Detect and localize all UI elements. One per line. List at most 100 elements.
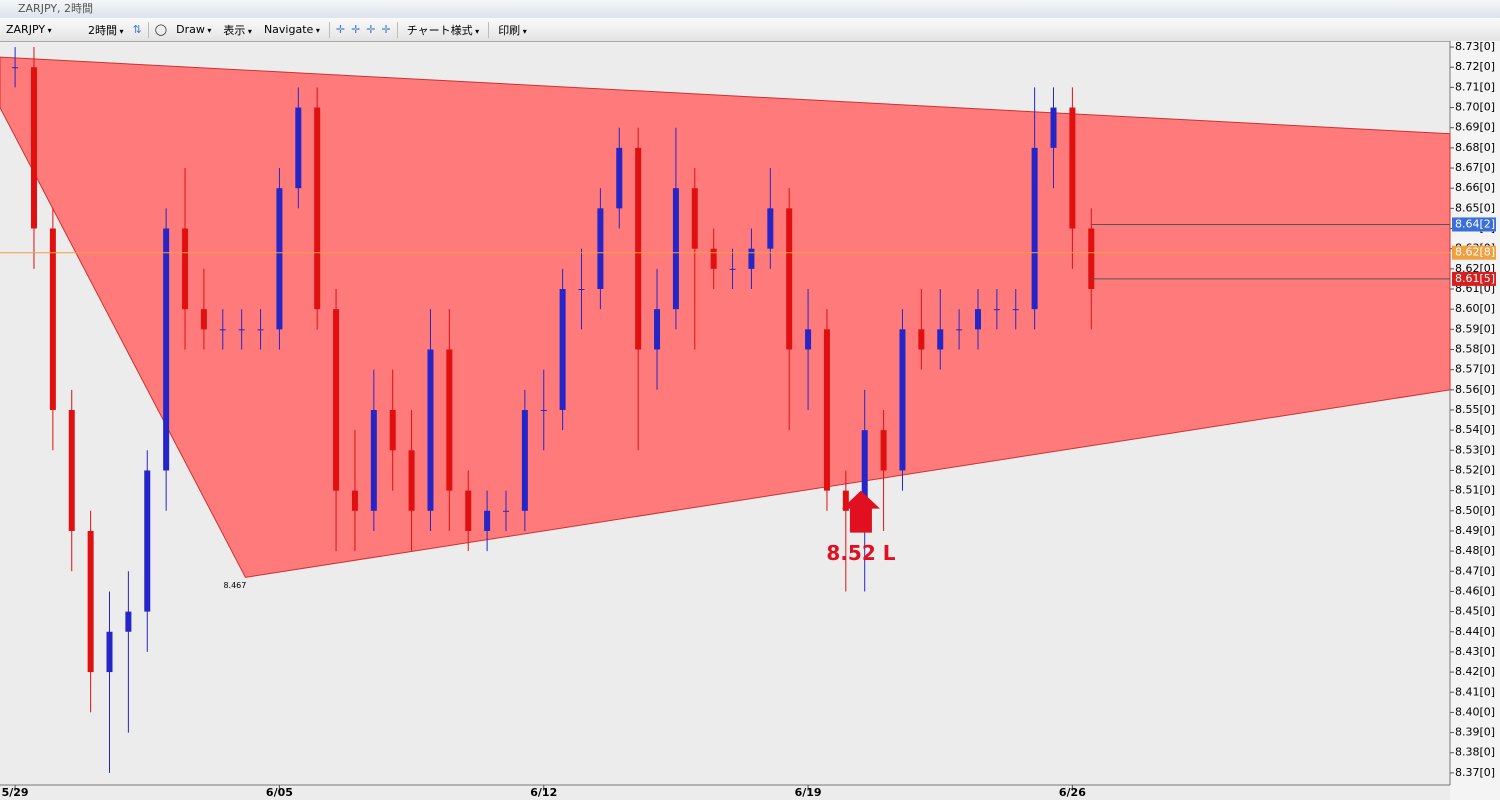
candle-body (1088, 228, 1095, 289)
x-tick-label: 5/29 (2, 786, 29, 799)
candle-body (68, 409, 75, 531)
icon[interactable]: ✛ (335, 23, 346, 36)
candle-body (748, 248, 755, 269)
y-tick-label: 8.73[0] (1455, 40, 1495, 53)
price-label: 8.64[2] (1455, 217, 1495, 230)
candle-body (691, 188, 698, 249)
price-label-box (1452, 245, 1496, 260)
candle-body (87, 530, 94, 673)
candle-body (219, 329, 226, 331)
candle-body (257, 329, 264, 331)
candle-body (918, 329, 925, 350)
y-tick-label: 8.51[0] (1455, 484, 1495, 497)
y-tick-label: 8.45[0] (1455, 605, 1495, 618)
y-tick-label: 8.43[0] (1455, 645, 1495, 658)
view-menu[interactable]: 表示 (217, 22, 258, 38)
price-axis-panel (1450, 41, 1500, 800)
y-tick-label: 8.38[0] (1455, 746, 1495, 759)
y-tick-label: 8.56[0] (1455, 383, 1495, 396)
candle-body (616, 147, 623, 209)
chart-style-menu[interactable]: チャート様式 (401, 22, 485, 38)
candle-body (502, 510, 509, 512)
y-tick-label: 8.44[0] (1455, 625, 1495, 638)
y-tick-label: 8.42[0] (1455, 665, 1495, 678)
y-tick-label: 8.60[0] (1455, 302, 1495, 315)
candle-body (521, 409, 528, 511)
price-label: 8.61[5] (1455, 272, 1495, 285)
candle-body (956, 329, 963, 331)
candle-body (446, 349, 453, 491)
candle-body (880, 430, 887, 471)
icon[interactable]: ✛ (351, 23, 361, 36)
icon[interactable]: ✛ (366, 23, 376, 36)
y-tick-label: 8.55[0] (1455, 403, 1495, 416)
candle-body (427, 349, 434, 511)
apex-label: 8.467 (223, 581, 246, 590)
y-tick-label: 8.72[0] (1455, 60, 1495, 73)
candle-body (937, 329, 944, 350)
icon[interactable]: ◯ (154, 23, 168, 36)
candle-body (408, 450, 415, 511)
annotation-label: 8.52 L (826, 541, 895, 565)
candle-body (786, 208, 793, 350)
x-tick-label: 6/26 (1059, 786, 1086, 799)
candle-body (144, 470, 151, 612)
symbol-select[interactable]: ZARJPY (0, 23, 82, 36)
candle-body (163, 228, 170, 471)
candle-body (559, 289, 566, 410)
candle-body (238, 329, 245, 331)
candle-body (899, 329, 906, 471)
candle-body (578, 289, 585, 290)
y-tick-label: 8.59[0] (1455, 322, 1495, 335)
candle-body (710, 248, 717, 269)
candle-body (672, 188, 679, 310)
candle-body (823, 329, 830, 491)
candle-body (314, 107, 321, 310)
candle-body (484, 510, 491, 531)
draw-menu[interactable]: Draw (170, 23, 217, 36)
candle-body (540, 409, 547, 411)
y-tick-label: 8.67[0] (1455, 161, 1495, 174)
candle-body (993, 309, 1000, 311)
y-tick-label: 8.37[0] (1455, 766, 1495, 779)
y-tick-label: 8.57[0] (1455, 363, 1495, 376)
candle-body (1031, 147, 1038, 310)
candle-body (1012, 309, 1019, 311)
candle-body (389, 409, 396, 451)
y-tick-label: 8.68[0] (1455, 141, 1495, 154)
icon[interactable]: ✛ (381, 23, 391, 36)
y-tick-label: 8.69[0] (1455, 121, 1495, 134)
y-tick-label: 8.58[0] (1455, 342, 1495, 355)
candle-body (30, 67, 37, 229)
candle-body (767, 208, 774, 249)
print-menu[interactable]: 印刷 (492, 22, 533, 38)
candle-body (654, 309, 661, 350)
y-tick-label: 8.70[0] (1455, 101, 1495, 114)
price-label-box (1452, 217, 1496, 232)
candle-body (597, 208, 604, 289)
arrow (841, 490, 880, 533)
candle-body (861, 430, 868, 511)
y-tick-label: 8.62[0] (1455, 262, 1495, 275)
y-tick-label: 8.47[0] (1455, 564, 1495, 577)
x-tick-label: 6/12 (530, 786, 557, 799)
icon[interactable]: ⇅ (132, 23, 142, 36)
navigate-menu[interactable]: Navigate (258, 23, 326, 36)
candle-body (49, 228, 56, 410)
candle-body (333, 309, 340, 491)
price-label: 8.62[8] (1455, 246, 1495, 259)
candle-body (125, 611, 132, 632)
candle-body (1069, 107, 1076, 229)
y-tick-label: 8.49[0] (1455, 524, 1495, 537)
y-tick-label: 8.66[0] (1455, 181, 1495, 194)
y-tick-label: 8.54[0] (1455, 423, 1495, 436)
y-tick-label: 8.65[0] (1455, 201, 1495, 214)
x-tick-label: 6/19 (795, 786, 822, 799)
candle-body (295, 107, 302, 189)
y-tick-label: 8.71[0] (1455, 80, 1495, 93)
y-tick-label: 8.40[0] (1455, 705, 1495, 718)
timeframe-select[interactable]: 2時間 (82, 22, 130, 38)
candle-body (842, 490, 849, 511)
